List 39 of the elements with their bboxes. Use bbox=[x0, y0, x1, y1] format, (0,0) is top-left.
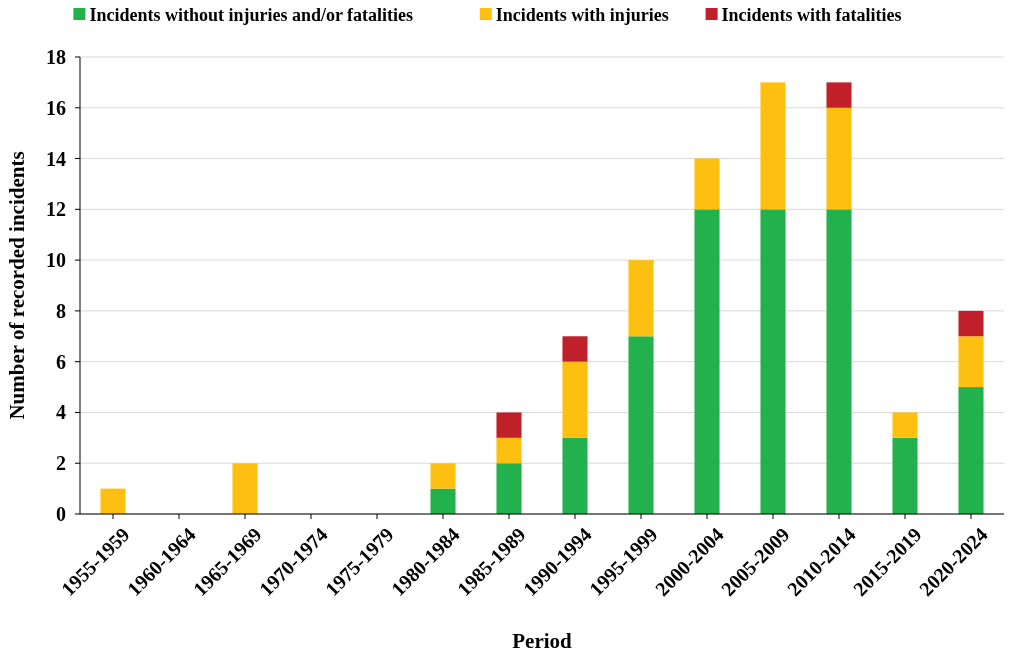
y-tick-label: 2 bbox=[56, 452, 66, 475]
bar bbox=[892, 412, 918, 438]
bar bbox=[958, 310, 984, 337]
bar bbox=[958, 336, 984, 388]
y-tick-label: 6 bbox=[56, 350, 66, 373]
bar bbox=[826, 107, 852, 210]
bar bbox=[760, 209, 786, 514]
bar bbox=[496, 437, 522, 464]
bar bbox=[826, 209, 852, 514]
bar bbox=[100, 488, 126, 514]
bar bbox=[430, 463, 456, 489]
legend-label: Incidents with injuries bbox=[495, 5, 669, 26]
bar bbox=[760, 82, 786, 210]
y-tick-label: 0 bbox=[56, 503, 66, 525]
bar bbox=[562, 361, 588, 438]
bar bbox=[694, 209, 720, 514]
bar bbox=[232, 463, 258, 514]
legend-label: Incidents with fatalities bbox=[721, 5, 902, 26]
bar bbox=[562, 336, 588, 362]
bar bbox=[496, 412, 522, 438]
y-tick-label: 16 bbox=[46, 96, 66, 119]
y-tick-label: 14 bbox=[46, 147, 66, 170]
bar bbox=[628, 336, 654, 514]
legend-label: Incidents without injuries and/or fatalities bbox=[89, 5, 414, 26]
bar bbox=[430, 488, 456, 514]
bar bbox=[562, 437, 588, 514]
bar bbox=[892, 437, 918, 514]
bar bbox=[958, 387, 984, 514]
y-tick-label: 12 bbox=[46, 198, 66, 221]
y-axis-title: Number of recorded incidents bbox=[5, 151, 29, 420]
bar bbox=[628, 260, 654, 337]
y-tick-label: 8 bbox=[56, 299, 66, 322]
y-tick-label: 10 bbox=[46, 249, 66, 272]
y-tick-label: 18 bbox=[46, 46, 66, 68]
x-axis-title: Period bbox=[512, 629, 573, 653]
bar bbox=[694, 158, 720, 210]
y-tick-label: 4 bbox=[56, 401, 66, 424]
bar bbox=[496, 463, 522, 514]
bar bbox=[826, 82, 852, 108]
